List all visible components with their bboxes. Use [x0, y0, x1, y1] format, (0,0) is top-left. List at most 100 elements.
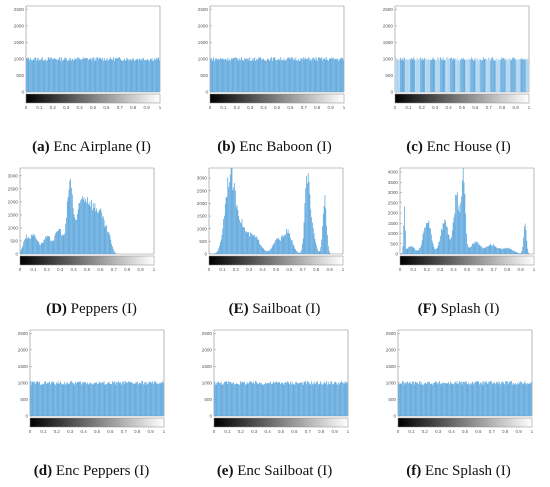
histogram-bar — [320, 58, 322, 92]
y-tick-label: 2500 — [202, 331, 213, 336]
histogram-bar — [296, 250, 297, 254]
histogram-bar — [137, 58, 139, 92]
histogram-bar — [487, 246, 488, 254]
histogram-bar — [499, 381, 501, 416]
histogram-bar — [408, 382, 410, 416]
histogram-bar — [453, 217, 455, 254]
histogram-bar — [319, 58, 321, 92]
histogram-bar — [425, 59, 426, 92]
x-tick-label: 0.6 — [472, 105, 479, 110]
histogram-bar — [470, 59, 472, 92]
grayscale-colorbar — [208, 255, 344, 266]
histogram-bar — [441, 60, 443, 92]
histogram-bar — [408, 246, 410, 254]
x-tick-label: 0.2 — [50, 105, 57, 110]
y-tick-label: 1500 — [386, 364, 397, 369]
y-tick-label: 500 — [20, 397, 28, 402]
histogram-bar — [283, 235, 285, 254]
histogram-bar — [97, 213, 99, 254]
histogram-bar — [397, 59, 399, 92]
histogram-bar — [465, 213, 467, 254]
grayscale-colorbar — [209, 93, 345, 104]
histogram-bar — [496, 247, 498, 254]
histogram-bar — [236, 58, 238, 92]
histogram-bar — [509, 249, 511, 254]
histogram-bar — [276, 239, 278, 254]
histogram-bar — [501, 249, 503, 254]
y-tick-label: 2000 — [198, 23, 209, 28]
histogram-bar — [123, 60, 124, 92]
grayscale-colorbar — [213, 417, 349, 428]
histogram-bar — [512, 250, 513, 254]
histogram-bar — [47, 383, 49, 416]
histogram-bar — [251, 382, 253, 416]
histogram-bar — [301, 249, 302, 254]
histogram-bar — [424, 57, 426, 92]
histogram-bar — [77, 57, 78, 92]
histogram-bar — [254, 57, 256, 92]
histogram-bar — [428, 382, 429, 416]
caption-F-letter: (F) — [417, 301, 437, 317]
histogram-bar — [115, 384, 117, 416]
histogram-bar — [502, 249, 503, 254]
histogram-bar — [31, 59, 32, 92]
histogram-bar — [472, 243, 474, 254]
histogram-bar — [158, 383, 159, 416]
histogram-bar — [466, 384, 468, 416]
histogram-bar — [333, 57, 334, 92]
histogram-bar — [74, 217, 76, 254]
histogram-bar — [519, 383, 521, 416]
histogram-bar — [309, 194, 311, 254]
histogram-bar — [59, 383, 61, 416]
histogram-bar — [224, 59, 225, 92]
histogram-bar — [150, 382, 152, 416]
y-tick-label: 1500 — [388, 221, 399, 226]
histogram-bar — [255, 380, 256, 416]
histogram-bar — [400, 383, 402, 416]
histogram-bar — [467, 59, 469, 92]
histogram-bar — [144, 60, 145, 92]
histogram-bar — [141, 381, 143, 416]
histogram-bar — [238, 216, 240, 254]
histogram-bar — [230, 60, 231, 92]
y-tick-label: 2000 — [388, 211, 399, 216]
histogram-bar — [55, 233, 56, 254]
histogram-bar — [35, 239, 37, 254]
histogram-bar — [420, 60, 422, 92]
histogram-bar — [32, 382, 34, 416]
caption-f: (f) Enc Splash (I) — [367, 463, 550, 480]
histogram-bar — [435, 59, 436, 92]
histogram-bar — [89, 382, 91, 416]
histogram-bar — [217, 58, 219, 92]
histogram-bar — [445, 382, 447, 416]
y-tick-label: 1000 — [386, 381, 397, 386]
histogram-bar — [311, 60, 313, 92]
histogram-bar — [95, 60, 97, 92]
histogram-bar — [445, 220, 446, 254]
histogram-bar — [415, 59, 417, 92]
histogram-bar — [230, 168, 232, 254]
caption-D: (D) Peppers (I) — [0, 301, 183, 318]
histogram-bar — [279, 60, 281, 92]
histogram-bar — [40, 242, 42, 254]
histogram-bar — [255, 236, 257, 254]
x-tick-label: 0.2 — [238, 429, 245, 434]
histogram-bar — [411, 247, 413, 254]
histogram-bar — [425, 227, 426, 254]
histogram-bar — [277, 237, 279, 254]
histogram-bar — [31, 381, 33, 416]
histogram-bar — [134, 382, 136, 416]
histogram-bar — [286, 382, 287, 416]
histogram-bar — [311, 381, 312, 416]
histogram-bar — [66, 201, 68, 254]
histogram-bar — [245, 58, 246, 92]
histogram-bar — [60, 383, 62, 416]
y-tick-label: 1000 — [388, 231, 399, 236]
histogram-bar — [67, 384, 69, 416]
histogram-bar — [274, 57, 276, 92]
histogram-bar — [266, 60, 267, 92]
histogram-bar — [58, 228, 60, 254]
y-tick-label: 1500 — [8, 213, 19, 218]
histogram-bar — [324, 57, 326, 92]
histogram-bar — [444, 59, 446, 92]
